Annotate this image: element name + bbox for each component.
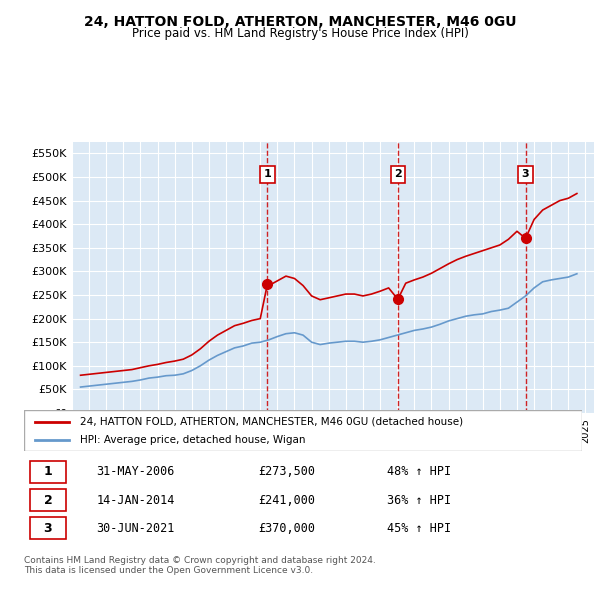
Text: 3: 3 bbox=[44, 522, 52, 535]
Text: 36% ↑ HPI: 36% ↑ HPI bbox=[387, 493, 451, 507]
Text: 45% ↑ HPI: 45% ↑ HPI bbox=[387, 522, 451, 535]
Text: 1: 1 bbox=[263, 169, 271, 179]
Text: 14-JAN-2014: 14-JAN-2014 bbox=[97, 493, 175, 507]
FancyBboxPatch shape bbox=[29, 461, 66, 483]
FancyBboxPatch shape bbox=[29, 489, 66, 511]
Text: 48% ↑ HPI: 48% ↑ HPI bbox=[387, 466, 451, 478]
Text: 24, HATTON FOLD, ATHERTON, MANCHESTER, M46 0GU: 24, HATTON FOLD, ATHERTON, MANCHESTER, M… bbox=[84, 15, 516, 29]
Text: 1: 1 bbox=[44, 466, 52, 478]
Text: 2: 2 bbox=[44, 493, 52, 507]
Text: 30-JUN-2021: 30-JUN-2021 bbox=[97, 522, 175, 535]
Text: 3: 3 bbox=[522, 169, 529, 179]
Text: HPI: Average price, detached house, Wigan: HPI: Average price, detached house, Wiga… bbox=[80, 435, 305, 445]
Text: £241,000: £241,000 bbox=[259, 493, 316, 507]
Text: 2: 2 bbox=[394, 169, 402, 179]
Text: Price paid vs. HM Land Registry's House Price Index (HPI): Price paid vs. HM Land Registry's House … bbox=[131, 27, 469, 40]
FancyBboxPatch shape bbox=[29, 517, 66, 539]
Text: £370,000: £370,000 bbox=[259, 522, 316, 535]
Text: 24, HATTON FOLD, ATHERTON, MANCHESTER, M46 0GU (detached house): 24, HATTON FOLD, ATHERTON, MANCHESTER, M… bbox=[80, 417, 463, 427]
Text: Contains HM Land Registry data © Crown copyright and database right 2024.
This d: Contains HM Land Registry data © Crown c… bbox=[24, 556, 376, 575]
Text: £273,500: £273,500 bbox=[259, 466, 316, 478]
FancyBboxPatch shape bbox=[24, 410, 582, 451]
Text: 31-MAY-2006: 31-MAY-2006 bbox=[97, 466, 175, 478]
